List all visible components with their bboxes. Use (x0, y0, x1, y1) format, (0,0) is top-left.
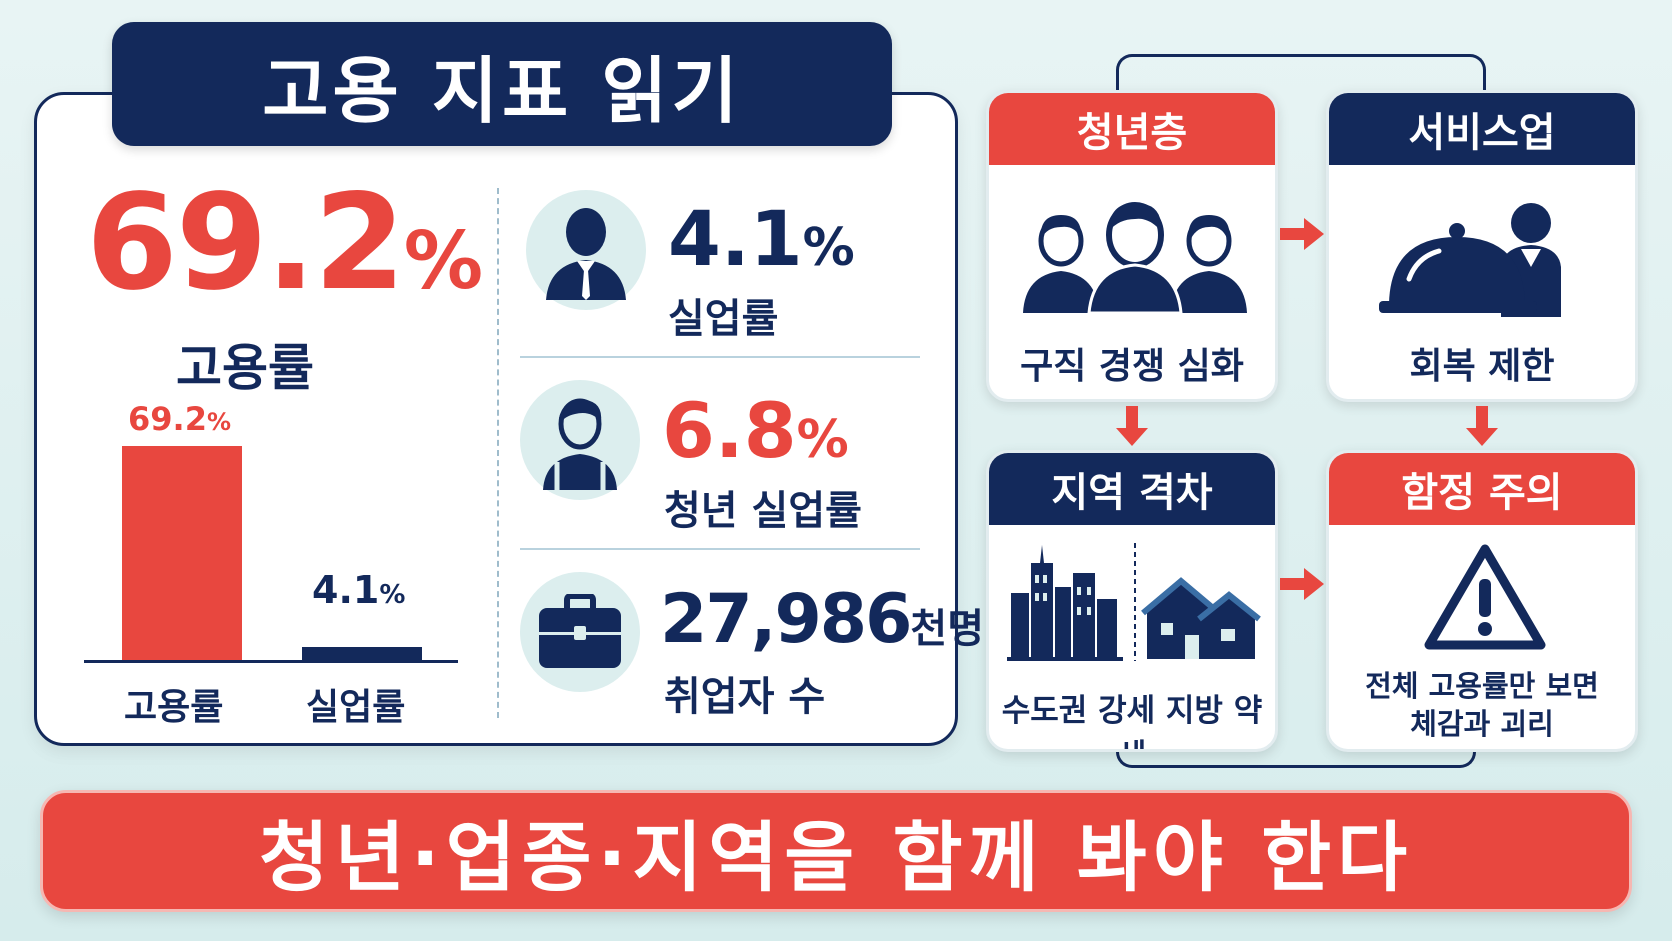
service-box-title: 서비스업 (1329, 93, 1635, 165)
warning-icon (1423, 543, 1547, 655)
employed-count-value: 27,986천명 (660, 580, 985, 659)
caution-box: 함정 주의 전체 고용률만 보면 체감과 괴리 (1326, 450, 1638, 752)
caution-box-title: 함정 주의 (1329, 453, 1635, 525)
column-divider (497, 188, 499, 718)
youth-unemployment-label: 청년 실업률 (664, 488, 862, 534)
youth-box-text: 구직 경쟁 심화 (1020, 346, 1244, 387)
employed-count-label: 취업자 수 (664, 674, 826, 720)
bar-value-label-employment: 69.2% (128, 400, 231, 438)
caution-box-text-line2: 체감과 괴리 (1410, 707, 1554, 741)
young-person-icon (520, 380, 640, 500)
stat-divider (520, 356, 920, 358)
bar-category-unemployment: 실업률 (306, 687, 406, 728)
cloche-waiter-icon (1379, 197, 1579, 321)
people-group-icon (1017, 201, 1253, 317)
arrow-right-icon (1280, 216, 1326, 256)
bar-baseline (84, 660, 458, 663)
service-box: 서비스업 회복 제한 (1326, 90, 1638, 402)
region-box-text: 수도권 강세 지방 약세 (1001, 693, 1263, 749)
unemployment-rate-value: 4.1% (668, 194, 855, 283)
arrow-down-icon (1464, 406, 1500, 452)
employment-rate-value: 69.2% (86, 166, 483, 320)
employment-rate-label: 고용률 (176, 339, 314, 397)
city-vs-houses-icon (1007, 543, 1263, 667)
youth-box-title: 청년층 (989, 93, 1275, 165)
unemployment-rate-label: 실업률 (668, 296, 779, 342)
caution-box-text-line1: 전체 고용률만 보면 (1365, 669, 1599, 703)
region-box-title: 지역 격차 (989, 453, 1275, 525)
briefcase-icon (520, 572, 640, 692)
arrow-down-icon (1114, 406, 1150, 452)
youth-unemployment-value: 6.8% (662, 386, 849, 475)
bar-value-label-unemployment: 4.1% (312, 568, 406, 612)
arrow-right-icon (1280, 566, 1326, 606)
conclusion-banner: 청년·업종·지역을 함께 봐야 한다 (40, 790, 1632, 912)
page-title: 고용 지표 읽기 (112, 22, 892, 146)
youth-box: 청년층 구직 경쟁 심화 (986, 90, 1278, 402)
stat-divider (520, 548, 920, 550)
businessman-icon (526, 190, 646, 310)
bar-employment (122, 446, 242, 660)
service-box-text: 회복 제한 (1409, 346, 1555, 387)
bar-unemployment (302, 647, 422, 660)
region-box: 지역 격차 수도권 강세 지방 약세 (986, 450, 1278, 752)
bar-category-employment: 고용률 (124, 687, 224, 728)
